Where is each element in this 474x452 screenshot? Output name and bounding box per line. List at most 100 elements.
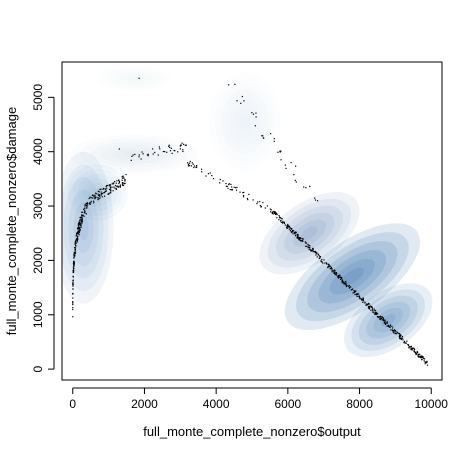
data-point xyxy=(84,210,86,213)
data-point xyxy=(414,348,416,350)
data-point xyxy=(417,354,420,356)
data-point xyxy=(382,316,384,319)
data-point xyxy=(274,211,276,213)
data-point xyxy=(362,300,364,302)
data-point xyxy=(382,318,384,320)
density-blob-0-6 xyxy=(284,223,420,331)
data-point xyxy=(243,191,245,194)
data-point xyxy=(72,297,74,299)
data-point xyxy=(227,187,229,189)
data-point xyxy=(81,219,83,221)
data-point xyxy=(79,216,81,218)
outlier-point xyxy=(228,84,230,86)
data-point xyxy=(134,153,136,156)
data-point xyxy=(323,259,325,261)
data-point xyxy=(378,316,381,318)
data-point xyxy=(111,183,113,185)
data-point xyxy=(273,211,275,214)
data-point xyxy=(291,230,294,232)
data-point xyxy=(344,283,346,285)
data-point xyxy=(296,237,298,239)
data-point xyxy=(103,195,106,197)
data-point xyxy=(158,146,160,148)
data-point xyxy=(119,186,121,188)
data-point xyxy=(290,161,292,164)
y-tick-label: 1000 xyxy=(31,301,45,328)
data-point xyxy=(157,154,159,156)
data-point xyxy=(426,361,428,364)
data-point xyxy=(229,188,231,191)
data-point xyxy=(189,164,191,167)
data-point xyxy=(411,348,413,350)
data-point xyxy=(311,249,314,251)
density-blob-6-1 xyxy=(239,114,251,130)
data-point xyxy=(162,150,164,153)
data-point xyxy=(320,260,322,262)
data-point xyxy=(121,175,123,178)
data-point xyxy=(78,221,80,223)
data-point xyxy=(106,184,108,187)
density-blob-2-1 xyxy=(301,226,318,241)
density-blob-1-4 xyxy=(358,295,418,345)
data-point xyxy=(305,245,307,247)
data-point xyxy=(74,241,76,243)
data-point xyxy=(262,135,264,137)
data-point xyxy=(305,241,307,244)
data-point xyxy=(118,179,120,181)
data-point xyxy=(76,231,79,234)
data-point xyxy=(338,274,340,277)
data-point xyxy=(280,219,282,222)
density-blob-2-6 xyxy=(259,191,360,275)
data-point xyxy=(405,342,407,344)
data-point xyxy=(301,240,303,242)
data-point xyxy=(413,351,415,353)
data-point xyxy=(403,340,406,343)
density-blob-3-3 xyxy=(68,189,99,266)
data-point xyxy=(78,224,80,226)
data-point xyxy=(400,337,403,339)
data-point xyxy=(110,190,112,192)
data-point xyxy=(79,230,81,232)
data-point xyxy=(414,351,416,354)
data-point xyxy=(387,324,389,327)
data-point xyxy=(98,194,101,196)
data-point xyxy=(372,311,374,313)
data-point xyxy=(294,231,296,234)
data-point xyxy=(388,325,390,328)
data-point xyxy=(77,235,79,237)
data-point xyxy=(123,182,125,185)
data-point xyxy=(233,186,235,188)
data-point xyxy=(293,173,295,176)
data-point xyxy=(80,224,82,227)
data-point xyxy=(75,239,77,242)
data-point xyxy=(102,187,105,190)
data-point xyxy=(297,236,299,239)
data-point xyxy=(278,214,280,217)
data-point xyxy=(295,165,297,167)
data-point xyxy=(305,242,307,245)
data-point xyxy=(294,235,297,237)
data-point xyxy=(356,293,358,295)
points-layer xyxy=(72,77,429,366)
data-point xyxy=(345,284,347,286)
data-point xyxy=(333,269,336,271)
data-point xyxy=(182,150,184,153)
data-point xyxy=(225,182,227,185)
data-point xyxy=(74,247,77,249)
density-blob-3-6 xyxy=(62,151,114,304)
data-point xyxy=(79,229,81,231)
data-point xyxy=(285,167,287,170)
data-point xyxy=(242,196,245,198)
data-point xyxy=(401,335,404,338)
data-point xyxy=(341,276,343,279)
data-point xyxy=(352,292,354,294)
data-point xyxy=(72,280,74,282)
data-point xyxy=(83,209,86,211)
data-point xyxy=(252,199,254,201)
data-point xyxy=(240,102,242,104)
data-point xyxy=(284,164,286,166)
data-point xyxy=(410,348,412,351)
data-point xyxy=(314,251,317,253)
data-point xyxy=(383,319,385,321)
data-point xyxy=(190,165,193,167)
